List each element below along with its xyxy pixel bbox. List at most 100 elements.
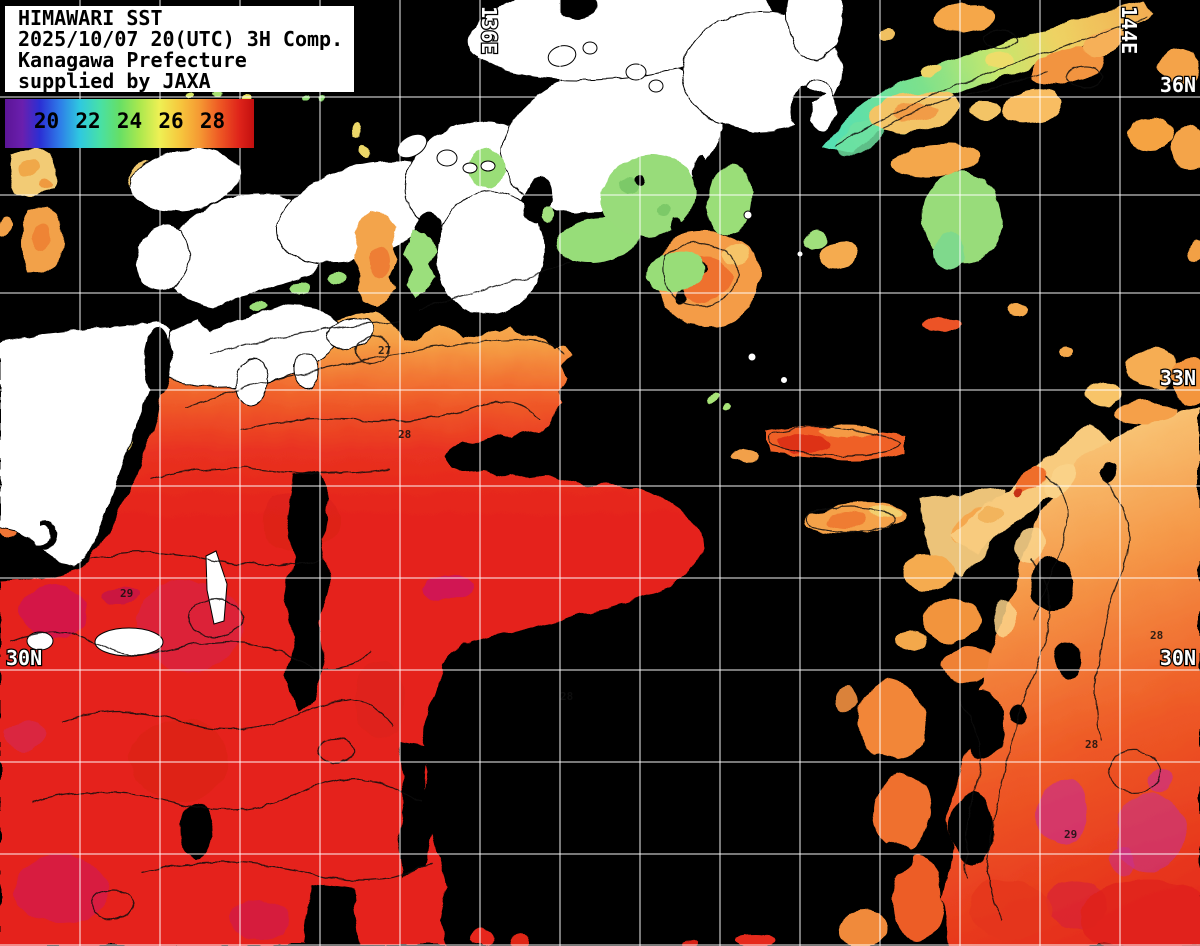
contour-value-label: 29 xyxy=(120,587,133,600)
sst-tan-speck xyxy=(969,101,1001,119)
cloud-hole xyxy=(950,794,994,866)
land-shikoku-cape xyxy=(235,357,269,407)
island-speck xyxy=(780,376,788,384)
title-line-product: HIMAWARI SST xyxy=(18,6,163,30)
sst-orange-speck xyxy=(1188,242,1200,262)
cloud-hole xyxy=(1100,460,1116,480)
sst-magenta-patch xyxy=(5,719,45,751)
sst-speck xyxy=(302,93,310,99)
sst-warm-streak-core xyxy=(826,512,866,528)
sst-speck xyxy=(214,91,222,97)
contour-value-label: 28 xyxy=(398,428,411,441)
land-kyushu xyxy=(0,320,173,567)
sst-green-speck xyxy=(722,404,730,410)
land-honshu-northeast xyxy=(786,0,844,61)
sst-magenta-patch xyxy=(102,588,138,604)
sst-pale-fringe xyxy=(1016,527,1044,563)
sst-warm-streak-fringe xyxy=(818,425,878,437)
sst-yellow-speck xyxy=(984,52,1012,68)
island-small xyxy=(26,631,54,651)
sst-deep-red xyxy=(1080,880,1200,946)
island-izu-oshima xyxy=(743,210,753,220)
colorbar-tick: 26 xyxy=(158,109,184,133)
sst-coastal-green xyxy=(600,154,696,238)
cloud-hole xyxy=(882,842,910,874)
sst-purple-patch xyxy=(1036,780,1088,844)
sst-coastal-teal xyxy=(934,234,966,270)
bungo-channel xyxy=(144,328,172,396)
title-line-datetime: 2025/10/07 20(UTC) 3H Comp. xyxy=(18,27,344,51)
contour-value-label: 27 xyxy=(378,344,391,357)
contour-labels: 27 28 29 28 28 29 28 xyxy=(120,344,1163,841)
sst-red-speck xyxy=(1013,488,1023,496)
sst-orange-patch xyxy=(902,554,954,590)
sst-orange-patch xyxy=(838,910,886,946)
sst-pale-fringe xyxy=(993,598,1017,638)
cloud-hole xyxy=(1054,640,1082,680)
cloud-streak xyxy=(180,802,212,858)
tokyo-bay-notch xyxy=(806,88,826,102)
sagami-bay xyxy=(691,155,709,185)
sst-yellow-speck xyxy=(920,64,940,76)
sst-orange-patch xyxy=(874,774,930,850)
sst-magenta-patch xyxy=(12,856,108,924)
sst-orange-patch xyxy=(1032,46,1104,86)
sst-speck xyxy=(363,144,371,156)
sst-green-speck xyxy=(707,395,717,403)
island-yakushima xyxy=(94,627,164,657)
land-shikoku-cape xyxy=(293,351,319,389)
island-tanegashima xyxy=(205,550,228,625)
contour-value-label: 28 xyxy=(1150,629,1163,642)
sst-magenta-patch xyxy=(21,586,89,638)
coast-notch xyxy=(558,0,598,20)
sst-yellow-speck xyxy=(880,28,896,40)
sst-kii-channel-green xyxy=(404,230,436,297)
sst-magenta-patch xyxy=(422,576,474,600)
geo-labels: 36N 33N 30N 30N 136E 144E xyxy=(5,5,1198,672)
colorbar-tick: 28 xyxy=(199,109,226,133)
sst-orange-patch xyxy=(1172,358,1200,406)
sst-teal-fringe xyxy=(837,119,883,157)
sst-deep-red xyxy=(970,880,1050,940)
sst-tan-speck xyxy=(1088,382,1120,406)
sst-orange-speck xyxy=(20,160,40,176)
sst-tan-speck xyxy=(979,506,1001,526)
cloud-hole xyxy=(965,691,1005,759)
contour-value-label: 28 xyxy=(1085,738,1098,751)
sst-green-core xyxy=(618,178,638,194)
contour-value-label: 29 xyxy=(1064,828,1077,841)
sst-magenta-patch xyxy=(230,900,290,940)
cloud-hole xyxy=(676,288,688,304)
sst-orange-core xyxy=(32,224,52,252)
sst-orange-patch xyxy=(1002,89,1062,123)
sst-tan-speck xyxy=(722,244,750,264)
sst-orange-patch xyxy=(1126,348,1178,388)
sst-coastal-green xyxy=(646,251,706,293)
sst-orange-speck xyxy=(0,217,13,235)
sst-speck xyxy=(354,123,364,137)
island-small xyxy=(648,79,664,93)
temperature-colorbar: 20 22 24 26 28 xyxy=(5,99,254,148)
sst-orange-speck xyxy=(40,181,52,191)
sst-orange-patch xyxy=(820,241,860,271)
title-line-region: Kanagawa Prefecture xyxy=(18,48,247,72)
sst-coastal-green xyxy=(707,164,753,236)
island-oki xyxy=(547,45,577,67)
title-line-source: supplied by JAXA xyxy=(18,69,211,93)
island-speck xyxy=(747,352,757,362)
island-small xyxy=(462,162,478,174)
sst-orange-speck xyxy=(731,448,759,464)
sst-magenta-patch xyxy=(135,580,245,670)
sst-orange-patch xyxy=(1116,402,1176,422)
sst-orange-speck xyxy=(898,630,926,650)
wakasa-bay xyxy=(393,98,423,134)
sst-inlandsea-green xyxy=(250,301,266,311)
island-small xyxy=(396,133,428,159)
sst-red-speck xyxy=(470,930,494,946)
colorbar-tick: 20 xyxy=(33,109,60,133)
sst-pale-fringe xyxy=(1042,464,1078,496)
longitude-label: 136E xyxy=(477,6,501,54)
land-honshu-west-spur xyxy=(135,223,191,293)
